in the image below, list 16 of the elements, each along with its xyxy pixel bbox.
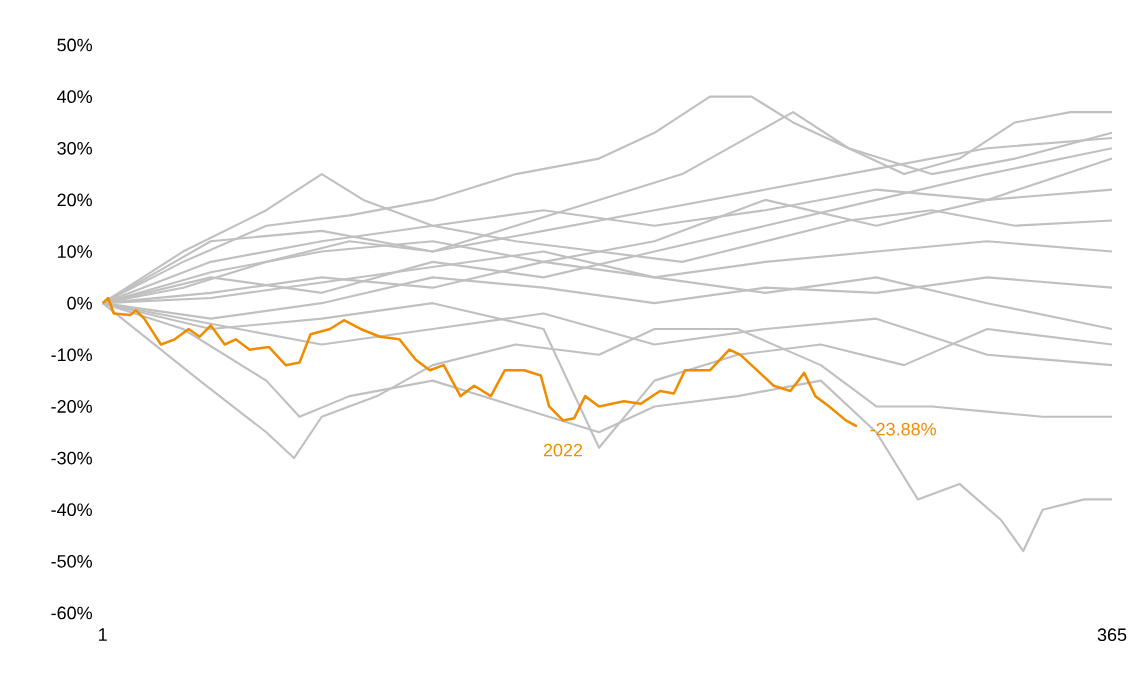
y-tick-label: 30% xyxy=(57,141,92,155)
y-tick-label: -30% xyxy=(51,451,92,465)
y-tick-label: 20% xyxy=(57,193,92,207)
x-tick-label: 1 xyxy=(99,628,107,641)
y-tick-label: -40% xyxy=(51,503,92,517)
y-tick-label: 0% xyxy=(67,296,92,310)
x-tick-label: 365 xyxy=(1097,628,1127,642)
y-tick-label: -50% xyxy=(51,554,92,568)
y-tick-label: 10% xyxy=(57,245,92,258)
y-tick-label: -10% xyxy=(51,348,92,362)
y-tick-label: -20% xyxy=(51,400,92,413)
y-tick-label: -60% xyxy=(51,606,92,620)
y-tick-label: 40% xyxy=(57,90,92,103)
series-label: 2022 xyxy=(543,443,583,457)
y-tick-label: 50% xyxy=(57,38,92,52)
annotation: -23.88% xyxy=(870,422,937,436)
